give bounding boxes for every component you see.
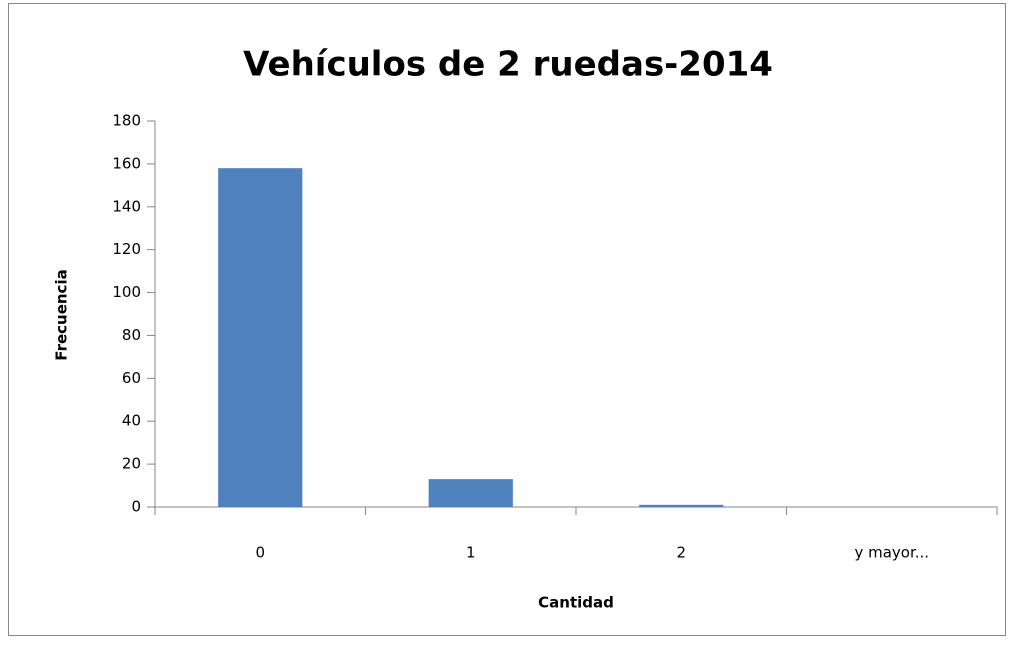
y-tick-label: 60 [122, 369, 141, 387]
x-axis-title: Cantidad [538, 594, 614, 612]
bar [428, 479, 513, 507]
x-tick-label: y mayor... [854, 544, 929, 562]
bar [218, 168, 303, 507]
chart-title: Vehículos de 2 ruedas-2014 [243, 45, 773, 85]
y-tick-label: 160 [112, 154, 141, 172]
y-axis-title: Frecuencia [53, 269, 71, 360]
y-tick-label: 80 [122, 326, 141, 344]
y-tick-label: 0 [131, 498, 141, 516]
bar [639, 504, 724, 507]
y-tick-label: 180 [112, 112, 141, 130]
x-tick-label: 0 [255, 544, 265, 562]
y-tick-label: 120 [112, 240, 141, 258]
y-tick-label: 40 [122, 412, 141, 430]
y-tick-label: 140 [112, 197, 141, 215]
y-tick-label: 20 [122, 455, 141, 473]
chart-frame [8, 3, 1006, 636]
x-tick-label: 2 [676, 544, 686, 562]
x-tick-label: 1 [466, 544, 476, 562]
y-tick-label: 100 [112, 283, 141, 301]
